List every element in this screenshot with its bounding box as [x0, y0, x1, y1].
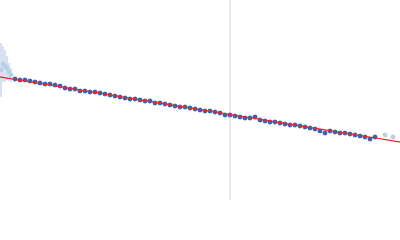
data-point [382, 132, 388, 138]
fit-line [0, 76, 400, 143]
chart [0, 0, 400, 200]
data-point [322, 130, 328, 136]
data-point [0, 67, 4, 73]
data-point [8, 72, 14, 78]
data-point [390, 134, 396, 140]
data-point [4, 65, 10, 71]
